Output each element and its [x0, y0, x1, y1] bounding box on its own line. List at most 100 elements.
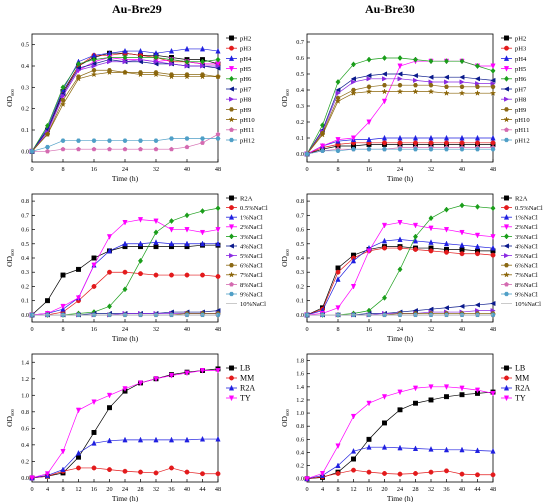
data-point	[412, 222, 419, 229]
legend-item: pH10	[501, 116, 530, 124]
data-point	[381, 55, 388, 61]
data-point	[106, 437, 113, 444]
legend-label: TY	[240, 393, 251, 402]
x-tick-label: 16	[91, 486, 97, 493]
data-point	[366, 76, 372, 82]
legend-item: pH3	[226, 46, 252, 53]
legend-label: R2A	[240, 195, 253, 202]
data-point	[334, 97, 342, 104]
series-ty	[29, 368, 221, 482]
data-point	[60, 448, 66, 455]
data-point	[443, 305, 449, 311]
legend-label: 4%NaCl	[240, 243, 263, 250]
data-point	[60, 93, 66, 99]
data-point	[459, 74, 465, 80]
chart-nacl-au-bre30: 0 8 16 24 32 40 48 0.0 0.1 0.2 0.3 0.4 0.5 0.6 0.7 0.8 T…	[280, 193, 543, 343]
data-point	[490, 472, 496, 478]
x-tick-label: 48	[215, 326, 221, 333]
data-point	[335, 87, 341, 93]
series-mm	[304, 467, 496, 482]
legend-label: 4%NaCl	[515, 243, 538, 250]
series-r2a	[304, 444, 496, 482]
data-point	[397, 76, 403, 82]
data-point	[60, 466, 66, 473]
data-point	[458, 89, 466, 96]
legend-item: 8%NaCl	[501, 282, 538, 289]
legend-item: R2A	[501, 195, 528, 202]
x-tick-label: 0	[305, 166, 308, 173]
legend-marker	[228, 243, 234, 249]
x-tick-label: 0	[305, 486, 308, 493]
legend-item: 0.5%NaCl	[501, 205, 543, 212]
data-point	[91, 146, 97, 152]
x-tick-label: 28	[137, 486, 143, 493]
series-ph12	[304, 147, 496, 157]
legend-label: 7%NaCl	[515, 272, 538, 279]
data-point	[412, 88, 419, 95]
y-tick-label: 0.7	[21, 212, 29, 219]
x-tick-label: 4	[46, 486, 49, 493]
data-point	[459, 392, 465, 398]
data-point	[184, 370, 190, 377]
data-point	[122, 47, 128, 54]
series-0-5-nacl	[304, 245, 496, 318]
legend-label: 7%NaCl	[240, 272, 263, 279]
legend-label: 9%NaCl	[515, 291, 538, 298]
data-point	[137, 217, 144, 223]
data-point	[412, 385, 419, 392]
data-point	[122, 286, 128, 293]
data-point	[137, 240, 144, 247]
data-point	[443, 227, 450, 233]
y-tick-label: 0.2	[296, 463, 304, 470]
data-point	[412, 445, 419, 451]
data-point	[168, 56, 175, 63]
legend-marker	[228, 66, 235, 72]
series-ph12	[29, 136, 221, 154]
data-point	[106, 303, 113, 310]
panel-nacl-au-bre30: 0 8 16 24 32 40 48 0.0 0.1 0.2 0.3 0.4 0.5 0.6 0.7 0.8 T…	[275, 180, 550, 343]
series-line-0-5-nacl	[306, 247, 494, 316]
y-tick-label: 0.5	[296, 71, 304, 78]
data-point	[474, 302, 480, 308]
legend-item: 4%NaCl	[226, 243, 263, 250]
data-point	[397, 147, 403, 152]
data-point	[459, 471, 465, 477]
x-axis-label: Time (h)	[112, 494, 139, 502]
data-point	[489, 89, 497, 96]
legend-marker	[503, 243, 509, 249]
data-point	[459, 140, 465, 146]
data-point	[382, 245, 387, 251]
data-point	[153, 146, 159, 152]
data-point	[397, 55, 403, 61]
data-point	[75, 407, 82, 414]
data-point	[152, 71, 160, 78]
legend-marker	[229, 205, 234, 211]
data-point	[443, 446, 450, 453]
legend-label: R2A	[240, 383, 255, 392]
data-point	[199, 229, 206, 236]
legend: R2A 0.5%NaCl 1%NaCl 2%NaCl 3%NaCl 4%NaCl 5%NaC…	[226, 195, 268, 308]
data-point	[45, 144, 50, 150]
data-point	[184, 58, 190, 65]
data-point	[335, 305, 341, 311]
x-tick-label: 44	[474, 486, 480, 493]
data-point	[137, 47, 144, 54]
y-tick-label: 1.2	[21, 376, 29, 383]
data-point	[490, 147, 496, 152]
legend-item: pH3	[501, 46, 527, 53]
legend-label: 5%NaCl	[240, 253, 263, 260]
plot-frame	[306, 193, 494, 323]
data-point	[490, 77, 496, 84]
x-tick-label: 32	[153, 486, 159, 493]
legend-marker	[503, 384, 510, 391]
legend-label: pH12	[240, 137, 255, 144]
y-tick-label: 0.3	[296, 103, 304, 110]
data-point	[428, 239, 434, 245]
data-point	[153, 229, 159, 236]
data-point	[90, 71, 98, 78]
data-point	[184, 469, 190, 475]
legend: pH2 pH3 pH4 pH5 pH6 pH7 pH8 pH9 pH10 pH11 pH12	[226, 35, 255, 144]
legend-label: pH8	[240, 97, 252, 104]
data-point	[444, 249, 449, 255]
y-axis-label: OD600	[5, 88, 15, 106]
